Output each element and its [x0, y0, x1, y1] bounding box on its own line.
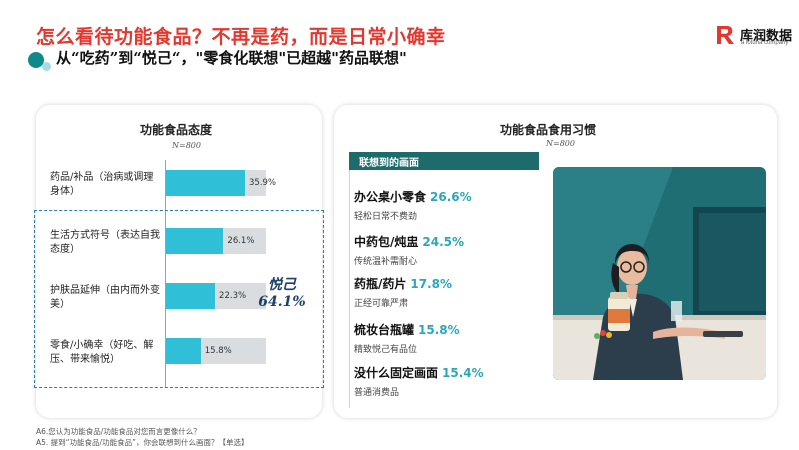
association-item-description: 普通消费品	[354, 388, 400, 398]
brand-logo-icon	[717, 26, 734, 44]
habit-card-title: 功能食品食用习惯	[500, 123, 597, 137]
chart-axis-line	[165, 160, 166, 388]
association-item-name: 药瓶/药片 17.8%	[354, 275, 452, 292]
association-divider	[349, 170, 350, 408]
attitude-card	[36, 105, 322, 418]
association-header: 联想到的画面	[349, 152, 539, 170]
brand-logo-text: 库润数据	[740, 29, 793, 44]
attitude-card-title: 功能食品态度	[140, 123, 213, 137]
association-item-label: 没什么固定画面	[354, 366, 439, 380]
bar-category-label: 护肤品延伸（由内而外变美）	[50, 285, 160, 310]
association-item-percent: 17.8%	[410, 277, 453, 291]
bar-category-label: 零食/小确幸（好吃、解压、带来愉悦）	[50, 340, 154, 365]
self-pleasure-highlight-box	[34, 210, 324, 388]
bar	[166, 228, 224, 254]
bar-value-label: 26.1%	[227, 236, 255, 246]
association-item-label: 药瓶/药片	[354, 277, 407, 291]
association-item-percent: 15.4%	[442, 366, 484, 380]
association-item-description: 精致悦己有品位	[354, 345, 418, 355]
attitude-sample-size: N=800	[172, 141, 201, 150]
bar-value-label: 15.8%	[204, 346, 232, 356]
association-item-name: 没什么固定画面 15.4%	[354, 364, 484, 381]
office-woman-illustration	[553, 167, 766, 380]
association-item-label: 中药包/炖盅	[354, 235, 419, 249]
self-pleasure-value: 64.1%	[258, 294, 306, 310]
self-pleasure-label: 悦己	[268, 277, 296, 293]
bar-category-label: 药品/补品（治病或调理身体）	[50, 172, 154, 197]
habit-sample-size: N=800	[546, 139, 575, 148]
brand-logo-tagline: a lotuna company	[741, 40, 789, 46]
bar	[166, 170, 245, 196]
association-item-percent: 24.5%	[422, 235, 465, 249]
bar	[166, 338, 201, 364]
association-item-description: 正经可靠严肃	[354, 299, 409, 309]
office-scene-image	[553, 167, 766, 380]
decor-dot-small	[42, 62, 51, 71]
self-pleasure-callout: 悦己 64.1%	[252, 277, 312, 311]
page-subtitle: 从“吃药”到“悦己“，"零食化联想"已超越"药品联想"	[56, 49, 407, 67]
association-item-percent: 26.6%	[430, 190, 472, 204]
brand-logo: 库润数据 a lotuna company	[714, 24, 794, 48]
association-item-percent: 15.8%	[418, 323, 460, 337]
association-item-name: 中药包/炖盅 24.5%	[354, 233, 464, 250]
bar-category-label: 生活方式符号（表达自我态度）	[50, 230, 160, 255]
bar	[166, 283, 216, 309]
association-item-label: 办公桌小零食	[354, 190, 427, 204]
association-item-label: 梳妆台瓶罐	[354, 323, 415, 337]
footnote-a6: A6.您认为功能食品/功能食品对您而言更像什么？	[36, 427, 201, 436]
association-item-name: 梳妆台瓶罐 15.8%	[354, 321, 460, 338]
association-header-label: 联想到的画面	[359, 158, 419, 169]
association-item-description: 传统温补需耐心	[354, 257, 418, 267]
association-item-name: 办公桌小零食 26.6%	[354, 188, 472, 205]
association-item-description: 轻松日常不费劲	[354, 212, 418, 222]
page-title: 怎么看待功能食品？不再是药，而是日常小确幸	[36, 26, 446, 48]
bar-value-label: 22.3%	[219, 291, 247, 301]
decor-dot-large	[28, 52, 44, 68]
bar-value-label: 35.9%	[248, 178, 276, 188]
footnote-a5: A5. 提到“功能食品/功能食品”，你会联想到什么画面？【单选】	[36, 438, 249, 447]
